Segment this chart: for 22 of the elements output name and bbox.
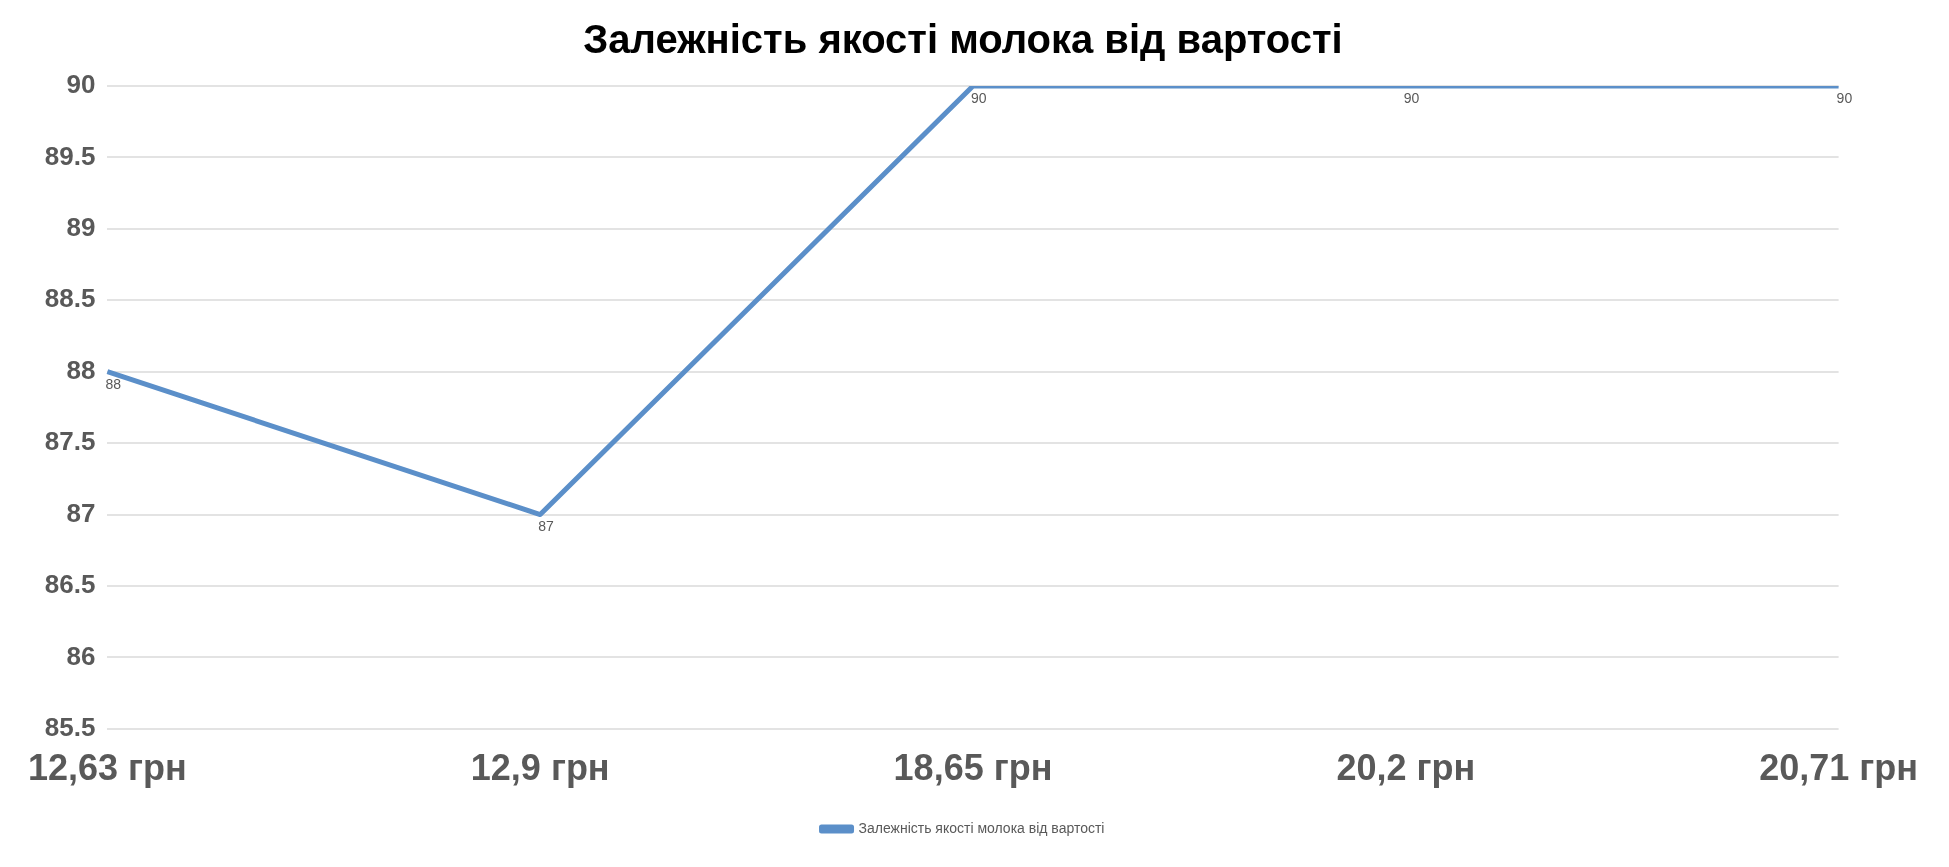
- x-tick-label: 12,63 грн: [28, 747, 187, 789]
- legend-label: Залежність якості молока від вартості: [858, 819, 1105, 836]
- y-tick-label: 88.5: [44, 283, 96, 314]
- y-tick-label: 86.5: [44, 569, 96, 600]
- y-tick-label: 90: [66, 69, 96, 100]
- y-tick-label: 86: [66, 640, 96, 671]
- y-tick-label: 89: [66, 212, 96, 243]
- x-tick-label: 12,9 грн: [470, 747, 610, 789]
- y-tick-label: 87: [66, 497, 96, 528]
- data-label: 87: [538, 518, 554, 535]
- y-tick-label: 89.5: [44, 140, 96, 171]
- y-tick-label: 85.5: [44, 711, 96, 742]
- data-label: 90: [971, 89, 987, 106]
- y-tick-label: 88: [66, 354, 96, 385]
- x-tick-label: 20,2 грн: [1336, 747, 1476, 789]
- chart-title: Залежність якості молока від вартості: [583, 17, 1343, 62]
- data-label: 90: [1403, 89, 1420, 106]
- x-tick-label: 18,65 грн: [893, 747, 1053, 789]
- x-tick-label: 20,71 грн: [1759, 747, 1918, 789]
- y-tick-label: 87.5: [44, 426, 96, 457]
- data-label: 90: [1836, 89, 1853, 106]
- data-label: 88: [105, 375, 122, 392]
